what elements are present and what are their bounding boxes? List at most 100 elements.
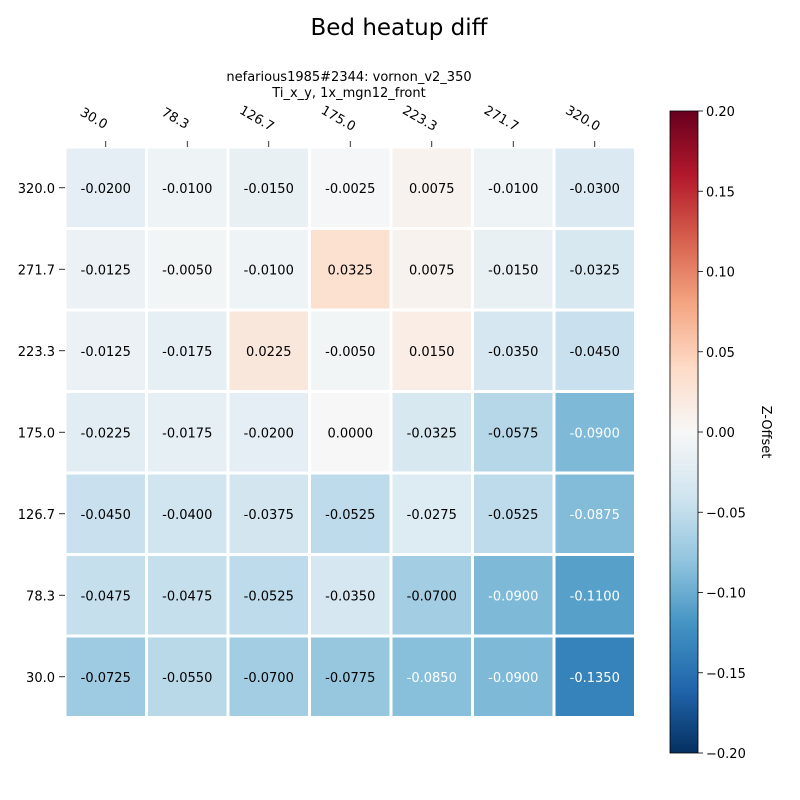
heatmap-cell — [148, 148, 227, 227]
x-tick-label: 78.3 — [159, 105, 192, 132]
cell-value-label: -0.0325 — [407, 426, 457, 441]
heatmap-cell — [66, 148, 145, 227]
heatmap-cell — [311, 637, 390, 716]
cell-value-label: -0.0900 — [570, 426, 620, 441]
heatmap-cell — [392, 230, 471, 309]
heatmap-cell — [148, 393, 227, 472]
cell-value-label: -0.0850 — [407, 671, 457, 686]
cell-value-label: -0.0175 — [162, 345, 212, 360]
x-tick-label: 30.0 — [77, 105, 110, 132]
cell-value-label: -0.0775 — [325, 671, 375, 686]
heatmap-cell — [148, 637, 227, 716]
heatmap-cell — [311, 474, 390, 553]
colorbar-ticks: 0.20 0.15 0.10 0.05 0.00 −0.05 −0.10 −0.15 −0.20 — [698, 105, 746, 762]
cell-value-label: -0.0175 — [162, 426, 212, 441]
cell-value-label: -0.0050 — [325, 345, 375, 360]
heatmap-cell — [148, 311, 227, 390]
colorbar: 0.20 0.15 0.10 0.05 0.00 −0.05 −0.10 −0.15 −0.20… — [669, 105, 773, 762]
cell-value-label: -0.0025 — [325, 182, 375, 197]
cell-value-label: -0.1100 — [570, 589, 620, 604]
cell-value-label: -0.0900 — [488, 589, 538, 604]
heatmap-cell — [229, 311, 308, 390]
heatmap-cell — [555, 230, 634, 309]
heatmap-cell — [474, 556, 553, 635]
heatmap-cell — [555, 311, 634, 390]
heatmap-cell — [66, 311, 145, 390]
cell-value-label: -0.0525 — [488, 508, 538, 523]
heatmap-cell — [229, 556, 308, 635]
x-tick-label: 223.3 — [400, 103, 440, 135]
cell-value-label: -0.0525 — [325, 508, 375, 523]
cell-value-label: -0.0225 — [81, 426, 131, 441]
heatmap-cell — [229, 637, 308, 716]
heatmap-cell — [392, 556, 471, 635]
cell-value-label: -0.0125 — [81, 263, 131, 278]
y-tick-label: 271.7 — [18, 263, 55, 278]
cell-value-label: -0.0700 — [407, 589, 457, 604]
cell-value-label: 0.0225 — [246, 345, 292, 360]
cell-value-label: -0.0450 — [81, 508, 131, 523]
colorbar-label: Z-Offset — [758, 406, 773, 459]
heatmap-cell — [392, 474, 471, 553]
cell-value-label: -0.0400 — [162, 508, 212, 523]
colorbar-tick-label: 0.10 — [706, 266, 735, 281]
heatmap-cells: -0.0200 -0.0100 -0.0150 -0.0025 0.0075 -0.010… — [66, 148, 634, 716]
heatmap-cell — [148, 474, 227, 553]
heatmap-cell — [66, 637, 145, 716]
chart-title: Bed heatup diff — [310, 15, 488, 41]
heatmap-cell — [392, 311, 471, 390]
x-tick-label: 320.0 — [563, 103, 603, 135]
heatmap-cell — [66, 556, 145, 635]
y-tick-label: 78.3 — [26, 589, 55, 604]
heatmap-cell — [311, 393, 390, 472]
heatmap-cell — [66, 474, 145, 553]
heatmap-cell — [311, 556, 390, 635]
cell-value-label: -0.0375 — [244, 508, 294, 523]
cell-value-label: -0.0575 — [488, 426, 538, 441]
heatmap-cell — [474, 474, 553, 553]
cell-value-label: 0.0075 — [409, 263, 455, 278]
heatmap-cell — [474, 311, 553, 390]
cell-value-label: 0.0075 — [409, 182, 455, 197]
heatmap-cell — [148, 230, 227, 309]
y-axis-ticks: 320.0 271.7 223.3 175.0 126.7 78.3 30.0 — [18, 182, 65, 686]
cell-value-label: -0.0300 — [570, 182, 620, 197]
cell-value-label: -0.0350 — [488, 345, 538, 360]
cell-value-label: -0.0050 — [162, 263, 212, 278]
cell-value-label: -0.0275 — [407, 508, 457, 523]
y-tick-label: 126.7 — [18, 508, 55, 523]
cell-value-label: -0.0725 — [81, 671, 131, 686]
heatmap-cell — [555, 393, 634, 472]
cell-value-label: -0.0475 — [81, 589, 131, 604]
chart-subtitle-line1: nefarious1985#2344: vornon_v2_350 — [226, 70, 471, 85]
cell-value-label: -0.0700 — [244, 671, 294, 686]
y-tick-label: 320.0 — [18, 182, 55, 197]
colorbar-tick-label: 0.15 — [706, 185, 735, 200]
heatmap-cell — [392, 148, 471, 227]
colorbar-tick-label: −0.15 — [706, 667, 746, 682]
colorbar-gradient — [669, 110, 699, 754]
cell-value-label: -0.0125 — [81, 345, 131, 360]
heatmap-cell — [474, 148, 553, 227]
heatmap-cell — [474, 637, 553, 716]
cell-value-label: -0.0150 — [488, 263, 538, 278]
heatmap-cell — [148, 556, 227, 635]
colorbar-tick-label: −0.05 — [706, 506, 746, 521]
heatmap-cell — [311, 148, 390, 227]
cell-value-label: -0.0900 — [488, 671, 538, 686]
cell-value-label: -0.0100 — [244, 263, 294, 278]
colorbar-tick-label: 0.00 — [706, 426, 735, 441]
chart-subtitle-line2: Ti_x_y, 1x_mgn12_front — [271, 86, 425, 101]
y-tick-label: 175.0 — [18, 426, 55, 441]
heatmap-cell — [392, 637, 471, 716]
x-tick-label: 271.7 — [481, 103, 521, 135]
cell-value-label: -0.0475 — [162, 589, 212, 604]
x-axis-ticks: 30.0 78.3 126.7 175.0 223.3 271.7 320.0 — [77, 103, 602, 147]
heatmap-cell — [474, 393, 553, 472]
cell-value-label: -0.0150 — [244, 182, 294, 197]
heatmap-cell — [66, 230, 145, 309]
cell-value-label: 0.0000 — [328, 426, 374, 441]
heatmap-cell — [555, 637, 634, 716]
cell-value-label: -0.1350 — [570, 671, 620, 686]
